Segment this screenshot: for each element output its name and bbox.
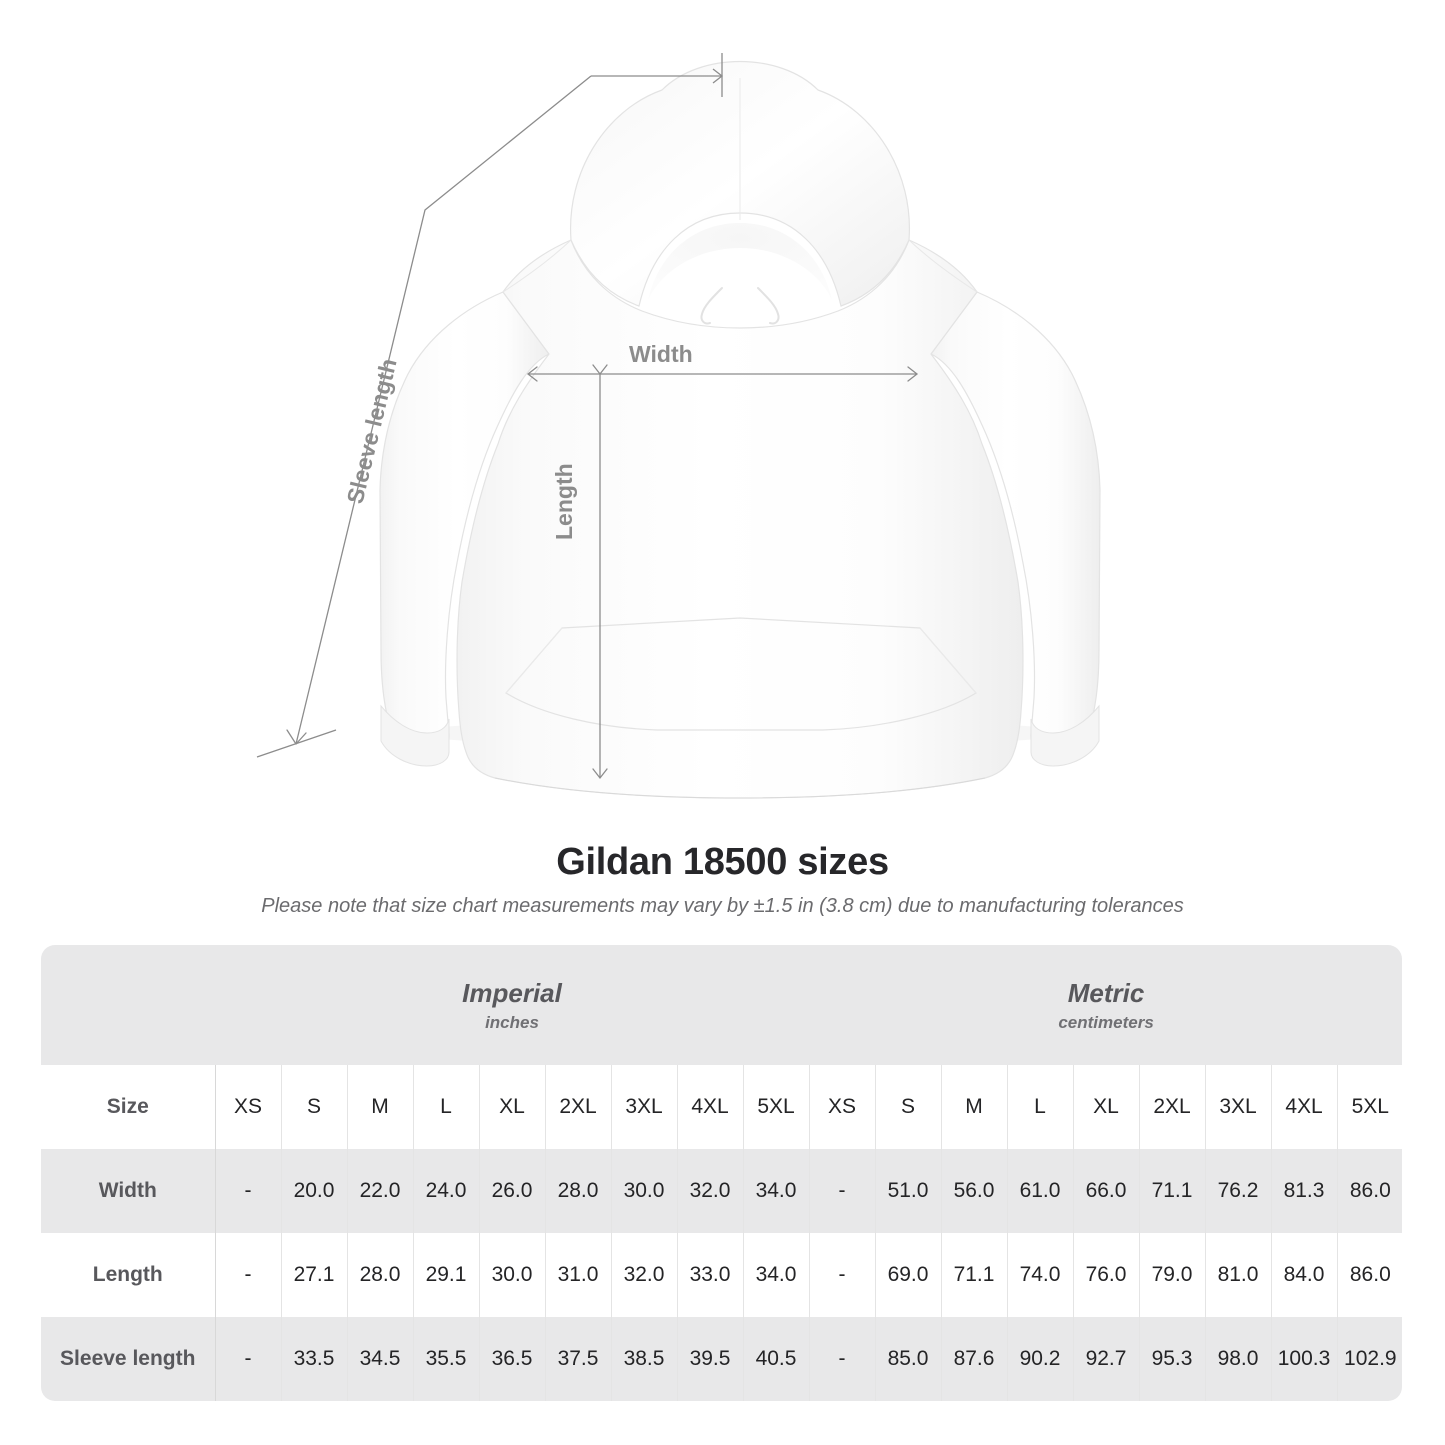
svg-text:Width: Width	[629, 341, 693, 367]
svg-text:Length: Length	[551, 463, 577, 540]
